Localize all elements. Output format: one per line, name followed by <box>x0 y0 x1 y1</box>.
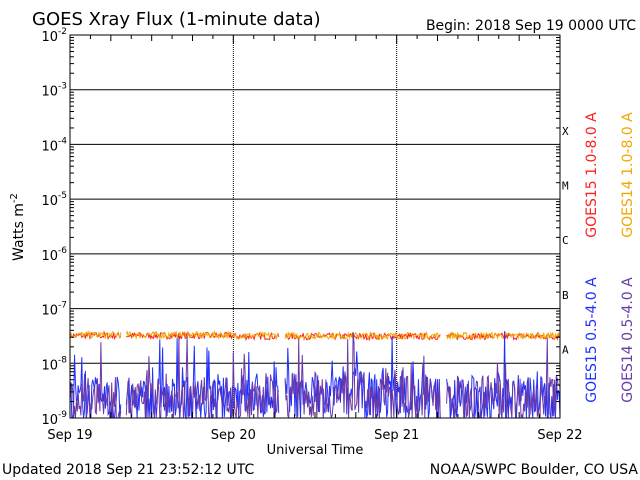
legend-entry: GOES14 1.0-8.0 A <box>620 112 636 238</box>
y-tick-exp: -9 <box>58 410 67 420</box>
legend-entry: GOES15 0.5-4.0 A <box>584 277 600 403</box>
y-tick-label: 10-4 <box>41 136 67 154</box>
plot-frame <box>69 34 561 419</box>
legend-entry: GOES14 0.5-4.0 A <box>620 277 636 403</box>
y-tick-exp: -8 <box>58 355 67 365</box>
x-tick-label: Sep 21 <box>374 428 419 443</box>
y-tick-exp: -6 <box>58 246 67 256</box>
y-tick-label: 10-9 <box>41 410 67 428</box>
x-axis-label: Universal Time <box>267 443 364 458</box>
day-divider-lines <box>232 35 398 418</box>
legend-entry: GOES15 1.0-8.0 A <box>584 112 600 238</box>
y-tick-exp: -2 <box>58 27 67 37</box>
credit-label: NOAA/SWPC Boulder, CO USA <box>430 462 639 478</box>
y-tick-base: 10 <box>41 139 58 154</box>
flare-class-label: B <box>562 289 569 302</box>
y-tick-exp: -5 <box>58 191 67 201</box>
y-axis-ticks: 10-210-310-410-510-610-710-810-9 <box>41 27 560 428</box>
chart-title: GOES Xray Flux (1-minute data) <box>32 9 321 30</box>
data-traces <box>69 329 561 420</box>
x-axis-ticks: Sep 19 Sep 20 Sep 21 Sep 22 <box>47 35 583 443</box>
flare-class-label: M <box>562 179 569 192</box>
updated-label: Updated 2018 Sep 21 23:52:12 UTC <box>2 462 255 478</box>
x-tick-label: Sep 22 <box>537 428 582 443</box>
y-tick-label: 10-8 <box>41 355 67 373</box>
series-line-goes14-0-5-4-0-a <box>69 332 561 420</box>
flare-class-labels: X M C B A <box>562 125 569 357</box>
y-tick-label: 10-3 <box>41 82 67 100</box>
y-tick-base: 10 <box>41 413 58 428</box>
y-tick-base: 10 <box>41 85 58 100</box>
legend: GOES15 1.0-8.0 A GOES14 1.0-8.0 A GOES15 0… <box>584 112 636 403</box>
flare-class-label: C <box>562 234 569 247</box>
y-tick-label: 10-5 <box>41 191 67 209</box>
y-axis-label-text: Watts m <box>11 203 27 261</box>
flare-class-label: A <box>562 344 569 357</box>
y-tick-label: 10-7 <box>41 301 67 319</box>
flare-class-lines <box>70 89 560 364</box>
y-tick-exp: -7 <box>58 301 67 311</box>
series-line-goes14-1-0-8-0-a <box>69 329 561 341</box>
y-axis-label-sup: -2 <box>9 193 20 203</box>
y-tick-base: 10 <box>41 249 58 264</box>
y-tick-exp: -4 <box>58 136 67 146</box>
flare-class-label: X <box>562 125 569 138</box>
y-tick-exp: -3 <box>58 82 67 92</box>
y-tick-base: 10 <box>41 194 58 209</box>
y-tick-base: 10 <box>41 30 58 45</box>
x-tick-label: Sep 20 <box>211 428 256 443</box>
begin-label: Begin: 2018 Sep 19 0000 UTC <box>426 18 636 34</box>
y-tick-label: 10-2 <box>41 27 67 45</box>
y-tick-base: 10 <box>41 358 58 373</box>
x-tick-label: Sep 19 <box>47 428 92 443</box>
y-tick-label: 10-6 <box>41 246 67 264</box>
y-tick-base: 10 <box>41 304 58 319</box>
y-axis-label: Watts m-2 <box>9 193 27 261</box>
